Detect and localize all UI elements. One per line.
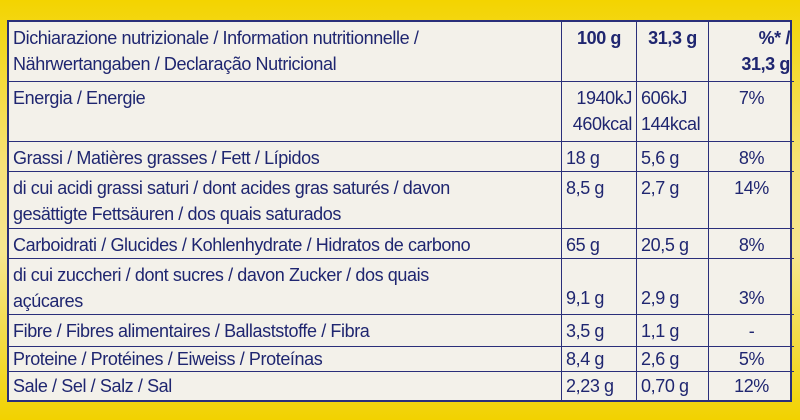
saturates-label-line2: gesättigte Fettsäuren / dos quais satura… — [13, 204, 342, 224]
sugars-pct: 3% — [709, 259, 794, 315]
salt-portion: 0,70 g — [637, 372, 709, 400]
row-label-fibre: Fibre / Fibres alimentaires / Ballaststo… — [9, 315, 562, 347]
header-100g: 100 g — [562, 22, 637, 82]
row-label-saturates: di cui acidi grassi saturi / dont acides… — [9, 172, 562, 229]
carbs-pct: 8% — [709, 229, 794, 259]
salt-pct: 12% — [734, 376, 769, 396]
energy-portion: 606kJ 144kcal — [637, 82, 709, 142]
carbs-portion: 20,5 g — [637, 229, 709, 259]
protein-portion: 2,6 g — [637, 347, 709, 372]
saturates-portion: 2,7 g — [637, 172, 709, 229]
fibre-100g: 3,5 g — [562, 315, 637, 347]
row-label-energy: Energia / Energie — [9, 82, 562, 142]
header-label-line2: Nährwertangaben / Declaração Nutricional — [13, 54, 337, 74]
saturates-100g: 8,5 g — [562, 172, 637, 229]
row-label-sugars: di cui zuccheri / dont sucres / davon Zu… — [9, 259, 562, 315]
header-percent: %* / 31,3 g — [709, 22, 794, 82]
protein-pct: 5% — [709, 347, 794, 372]
energy-kcal-100g: 460kcal — [572, 114, 633, 134]
carbs-100g: 65 g — [562, 229, 637, 259]
energy-kj-portion: 606kJ — [641, 88, 688, 108]
saturates-pct: 14% — [709, 172, 794, 229]
fat-pct: 8% — [709, 142, 794, 172]
row-label-carbs: Carboidrati / Glucides / Kohlenhydrate /… — [9, 229, 562, 259]
fibre-portion: 1,1 g — [637, 315, 709, 347]
energy-pct: 7% — [709, 82, 794, 142]
sugars-portion: 2,9 g — [637, 259, 709, 315]
energy-kcal-portion: 144kcal — [641, 114, 701, 134]
header-label: Dichiarazione nutrizionale / Information… — [9, 22, 562, 82]
header-percent-line2: 31,3 g — [741, 54, 790, 74]
header-portion: 31,3 g — [637, 22, 709, 82]
row-label-fat: Grassi / Matières grasses / Fett / Lípid… — [9, 142, 562, 172]
fibre-pct: - — [709, 315, 794, 347]
fat-100g: 18 g — [562, 142, 637, 172]
energy-100g: 1940kJ 460kcal — [562, 82, 637, 142]
sugars-100g: 9,1 g — [562, 259, 637, 315]
header-label-line1: Dichiarazione nutrizionale / Information… — [13, 28, 419, 48]
saturates-label-line1: di cui acidi grassi saturi / dont acides… — [13, 178, 450, 198]
fat-portion: 5,6 g — [637, 142, 709, 172]
salt-100g: 2,23 g — [562, 372, 637, 400]
sugars-label-line1: di cui zuccheri / dont sucres / davon Zu… — [13, 265, 429, 285]
row-label-salt: Sale / Sel / Salz / Sal — [9, 372, 562, 400]
sugars-label-line2: açúcares — [13, 291, 83, 311]
header-percent-line1: %* / — [758, 28, 791, 48]
protein-100g: 8,4 g — [562, 347, 637, 372]
row-label-protein: Proteine / Protéines / Eiweiss / Proteín… — [9, 347, 562, 372]
nutrition-table: Dichiarazione nutrizionale / Information… — [7, 20, 794, 402]
energy-kj-100g: 1940kJ — [576, 88, 632, 108]
